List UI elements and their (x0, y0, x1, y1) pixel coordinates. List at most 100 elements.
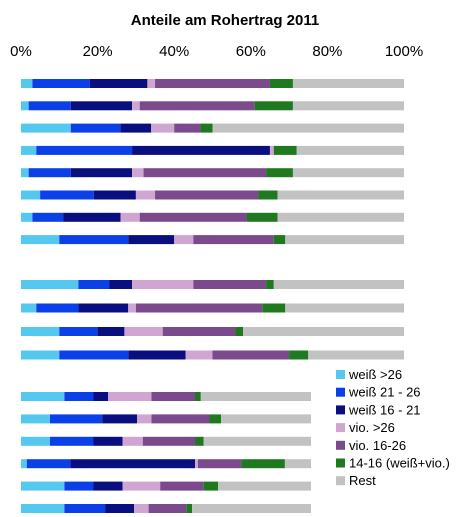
bar-segment (209, 414, 222, 424)
x-tick-label: 100% (385, 43, 423, 60)
bar-segment (285, 303, 404, 313)
legend-swatch (336, 370, 345, 379)
legend-label: weiß 21 - 26 (348, 385, 421, 400)
bar-segment (192, 504, 311, 513)
bar-segment (21, 303, 37, 313)
bar-segment (201, 123, 213, 133)
bar-segment (292, 101, 404, 111)
chart-title: Anteile am Rohertrag 2011 (131, 12, 319, 29)
bar-segment (203, 481, 219, 491)
bar-segment (64, 504, 106, 513)
bar-segment (139, 212, 247, 222)
bar-segment (40, 190, 94, 200)
bar-segment (132, 101, 140, 111)
bar-segment (254, 101, 293, 111)
bar-segment (200, 392, 311, 401)
bar-segment (21, 190, 41, 200)
bar-segment (21, 350, 60, 360)
bar-segment (174, 235, 194, 245)
bar-segment (32, 212, 64, 222)
bar-segment (292, 79, 404, 88)
bar-segment (21, 212, 33, 222)
bar-segment (193, 235, 274, 245)
bar-segment (212, 350, 290, 360)
bar-segment (246, 212, 278, 222)
bar-segment (262, 303, 286, 313)
bar-segment (93, 190, 136, 200)
bar-segment (109, 280, 133, 289)
bar-segment (32, 79, 90, 88)
x-tick-label: 80% (312, 43, 342, 60)
legend-label: weiß >26 (348, 367, 402, 382)
bar-segment (195, 392, 201, 401)
bar-segment (21, 504, 65, 513)
x-tick-label: 0% (10, 43, 32, 60)
bar-segment (135, 303, 263, 313)
bar-segment (273, 235, 286, 245)
bar-segment (93, 436, 123, 446)
bar-segment (151, 123, 175, 133)
bar-segment (128, 350, 186, 360)
bar-segment (64, 392, 94, 401)
bar-segment (284, 459, 311, 469)
bar-segment (134, 504, 149, 513)
bar-segment (21, 392, 65, 401)
bar-segment (197, 459, 242, 469)
bar-segment (218, 481, 311, 491)
bar-segment (266, 168, 293, 178)
bar-segment (122, 481, 161, 491)
bar-segment (36, 145, 133, 155)
bar-segment (50, 436, 94, 446)
legend-swatch (336, 440, 345, 450)
bar-segment (135, 190, 156, 200)
bar-segment (70, 101, 133, 111)
bar-segment (21, 145, 37, 155)
bar-segment (277, 212, 404, 222)
x-tick-label: 60% (236, 43, 266, 60)
bar-segment (243, 327, 404, 336)
bar-segment (120, 123, 152, 133)
bar-segment (78, 280, 110, 289)
bar-segment (151, 414, 210, 424)
bar-segment (124, 327, 163, 336)
bar-segment (128, 235, 175, 245)
legend-label: 14-16 (weiß+vio.) (349, 456, 450, 471)
bar-segment (296, 145, 404, 155)
bar-segment (155, 79, 270, 88)
bar-segment (21, 79, 33, 88)
legend-label: vio. 16-26 (349, 438, 406, 453)
bar-segment (292, 168, 404, 178)
bar-segment (21, 280, 79, 289)
bar-segment (148, 504, 187, 513)
bar-segment (97, 327, 125, 336)
bar-segment (28, 101, 71, 111)
bar-segment (308, 350, 404, 360)
bar-segment (185, 350, 213, 360)
bar-segment (151, 392, 195, 401)
bar-segment (203, 436, 311, 446)
bar-segment (195, 436, 204, 446)
bar-segment (147, 79, 156, 88)
bar-segment (137, 414, 152, 424)
bar-segment (93, 481, 123, 491)
bar-segment (132, 280, 194, 289)
x-tick-label: 40% (159, 43, 189, 60)
bar-segment (108, 392, 152, 401)
bar-segment (221, 414, 311, 424)
bar-segment (21, 436, 50, 446)
bar-segment (155, 190, 259, 200)
bar-segment (93, 392, 108, 401)
bar-segment (89, 79, 148, 88)
legend-swatch (336, 476, 345, 486)
bar-segment (70, 123, 121, 133)
bar-segment (174, 123, 202, 133)
x-axis-ticks: 0% 20% 40% 60% 80% 100% (10, 43, 423, 60)
bar-segment (193, 280, 267, 289)
bar-segment (21, 168, 29, 178)
bar-segment (102, 414, 137, 424)
legend: weiß >26 weiß 21 - 26 weiß 16 - 21 vio. >26… (336, 367, 450, 488)
legend-label: vio. >26 (349, 420, 395, 435)
bar-segment (21, 101, 29, 111)
